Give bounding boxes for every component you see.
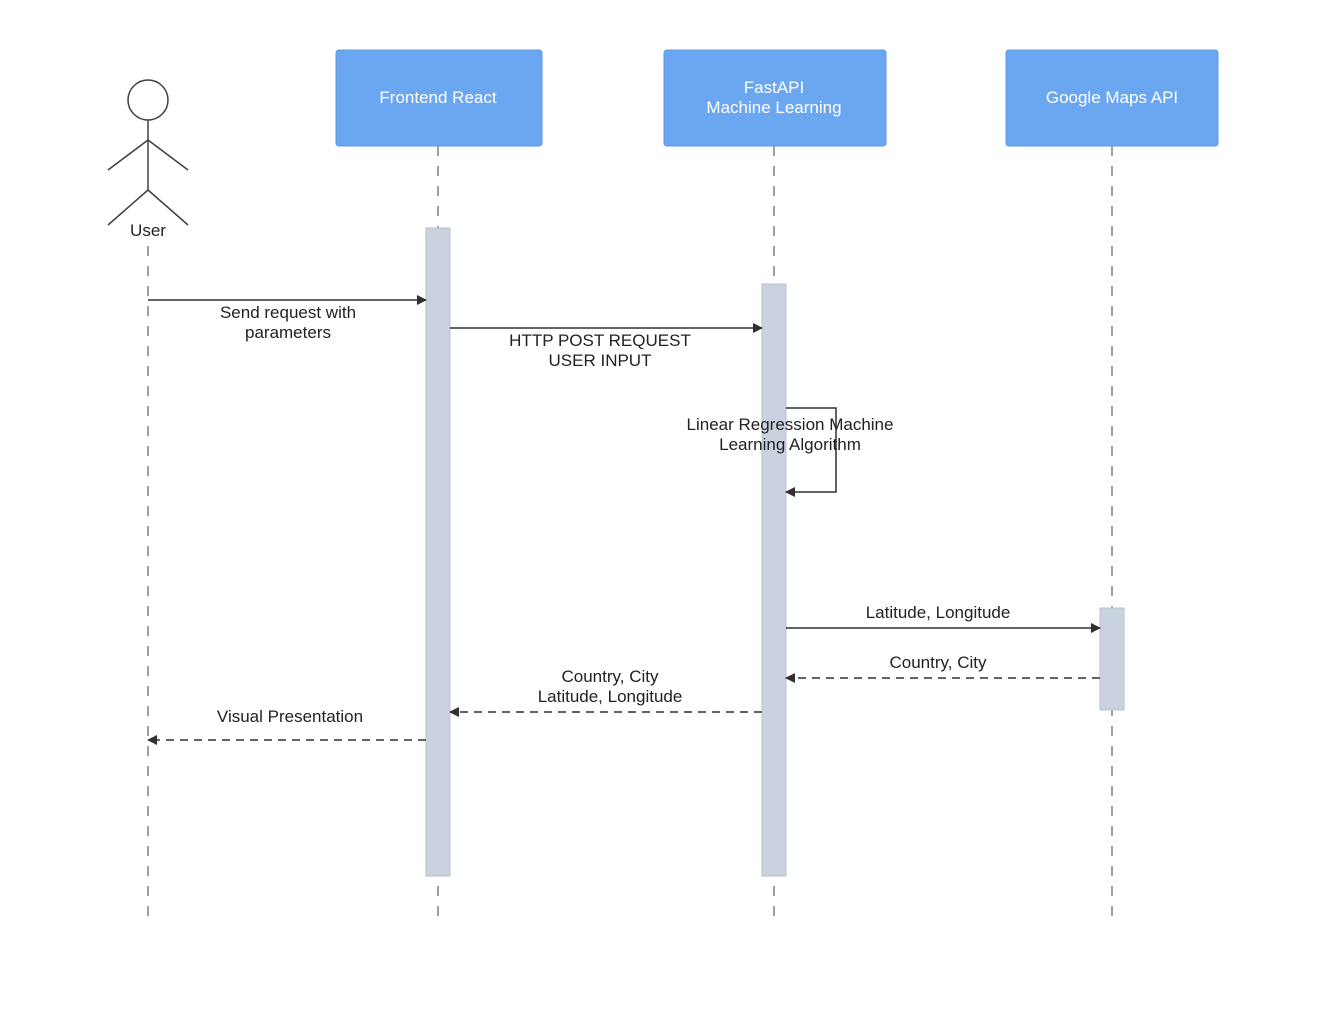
message-msg2-label-1: USER INPUT [549, 351, 652, 370]
diagram-background [0, 0, 1331, 1034]
actor-user-label: User [130, 221, 166, 240]
message-msg1-label-0: Send request with [220, 303, 356, 322]
participant-fastapi: FastAPIMachine Learning [664, 50, 886, 146]
message-msg4-label-0: Latitude, Longitude [866, 603, 1011, 622]
self-message-label-1: Learning Algorithm [719, 435, 861, 454]
participant-gmaps-label-0: Google Maps API [1046, 88, 1178, 107]
message-msg6-label-1: Latitude, Longitude [538, 687, 683, 706]
message-msg1-label-1: parameters [245, 323, 331, 342]
activation-frontend [426, 228, 450, 876]
participant-frontend: Frontend React [336, 50, 542, 146]
activation-gmaps [1100, 608, 1124, 710]
participant-fastapi-label-0: FastAPI [744, 78, 804, 97]
message-msg7-label-0: Visual Presentation [217, 707, 363, 726]
participant-gmaps: Google Maps API [1006, 50, 1218, 146]
participant-frontend-label-0: Frontend React [379, 88, 496, 107]
self-message-label-0: Linear Regression Machine [687, 415, 894, 434]
message-msg5-label-0: Country, City [890, 653, 987, 672]
participant-fastapi-label-1: Machine Learning [706, 98, 841, 117]
message-msg6-label-0: Country, City [562, 667, 659, 686]
activation-fastapi [762, 284, 786, 876]
message-msg2-label-0: HTTP POST REQUEST [509, 331, 691, 350]
